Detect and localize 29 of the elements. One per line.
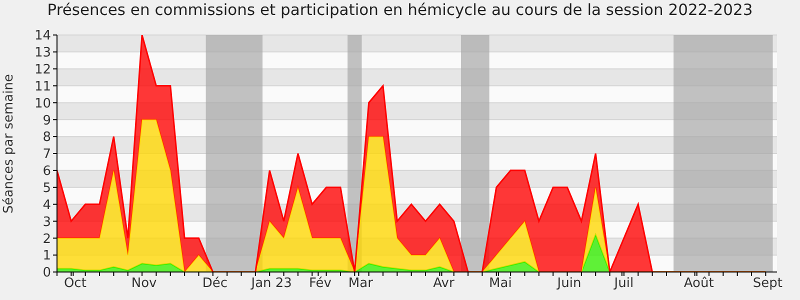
x-tick-label: Sept [752,276,782,292]
y-tick-label: 7 [42,147,51,162]
x-tick-label: Juin [556,276,582,292]
x-tick-label: Mai [489,276,512,292]
y-axis-title: Séances par semaine [2,74,17,214]
chart-title: Présences en commissions et participation en hémicycle au cours de la session 2022-2023 [46,1,754,19]
x-tick-label: Oct [64,276,86,292]
y-tick-label: 2 [42,232,51,247]
y-tick-label: 1 [42,248,51,264]
x-tick-label: Nov [131,276,158,292]
x-tick-label: Août [684,276,714,292]
y-tick-label: 4 [42,198,51,213]
y-tick-label: 8 [42,130,51,146]
x-tick-label: Mar [348,276,374,292]
x-tick-label: Déc [202,276,228,292]
x-tick-label: Juil [613,276,634,292]
y-tick-label: 5 [42,180,51,196]
x-tick-label: Jan 23 [250,276,292,292]
y-tick-label: 6 [42,164,51,180]
y-tick-label: 13 [34,46,51,61]
x-tick-label: Avr [433,276,455,292]
x-tick-label: Fév [308,276,332,292]
y-tick-label: 0 [42,266,51,281]
y-tick-label: 11 [34,79,51,94]
y-tick-label: 12 [34,62,51,78]
y-tick-label: 14 [34,28,51,44]
y-tick-label: 3 [42,214,51,230]
y-tick-label: 9 [42,113,51,128]
y-tick-label: 10 [34,96,51,112]
